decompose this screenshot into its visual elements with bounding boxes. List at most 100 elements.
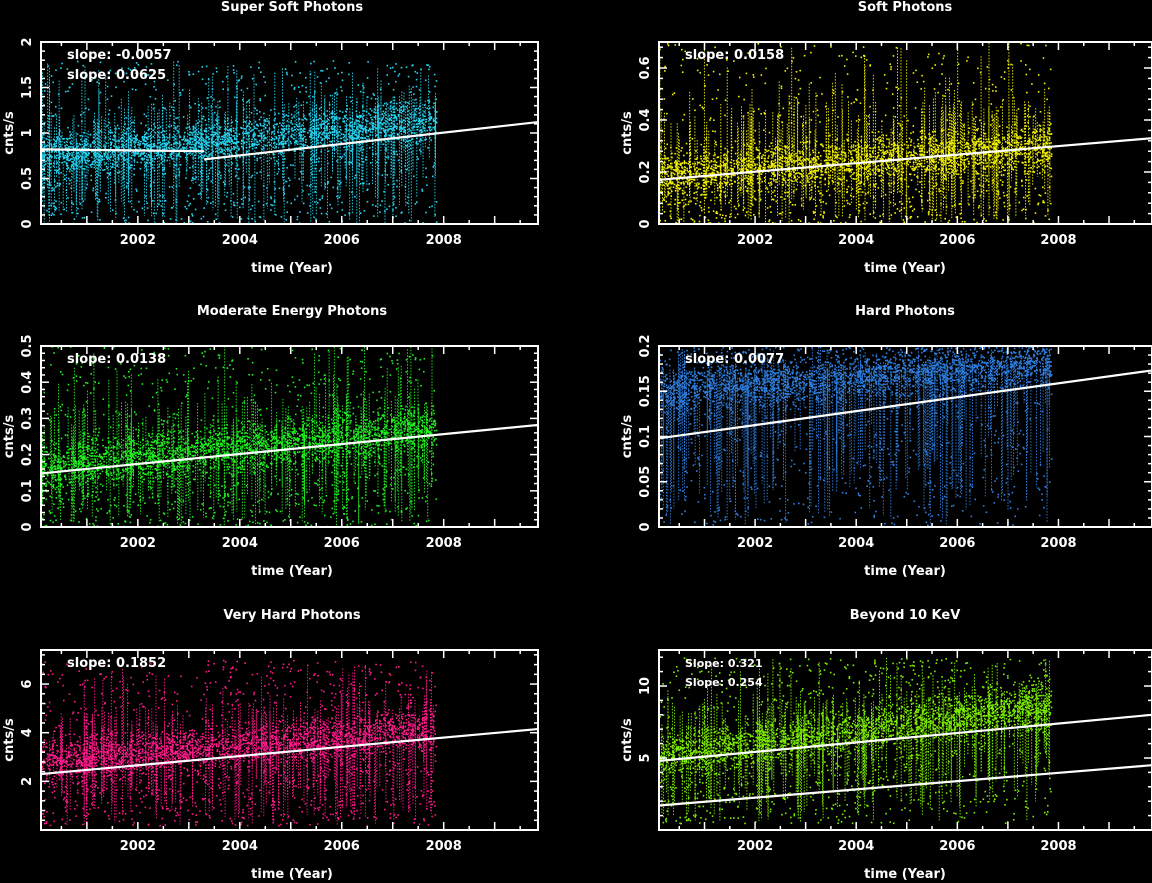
data-point [308,95,310,98]
data-point [759,178,762,180]
data-point [885,87,888,90]
data-point [859,182,861,185]
data-point [375,134,377,137]
data-point [68,86,71,89]
data-point [313,120,315,122]
data-point [710,177,713,179]
data-point [759,198,762,201]
data-point [235,157,237,159]
data-point [848,165,851,167]
data-point [129,200,132,203]
data-point [90,174,93,177]
data-point [170,156,173,158]
data-point [250,66,252,68]
data-point [965,151,967,154]
data-point [911,154,914,156]
data-point [203,207,205,209]
data-point [376,161,378,163]
data-point [393,136,395,138]
data-point [142,159,144,161]
data-point [1010,89,1013,91]
data-point [757,167,760,169]
data-point [829,174,832,177]
data-point [106,155,108,157]
data-point [343,120,345,123]
data-point [80,114,82,116]
data-point [101,156,103,159]
data-point [919,163,921,166]
data-point [385,133,387,136]
data-point [713,119,715,121]
data-point [699,214,701,217]
data-point [738,76,741,79]
data-point [320,150,322,153]
data-point [311,173,313,175]
data-point [811,175,813,178]
data-point [993,214,996,217]
data-point [824,183,826,186]
data-point [114,72,117,75]
data-point [140,122,142,125]
data-point [998,125,1001,127]
data-point [392,88,395,91]
data-point [134,148,137,150]
data-point [998,134,1000,136]
data-point [891,143,893,146]
data-point [152,199,154,202]
data-point [932,160,934,163]
data-point [77,152,80,154]
data-point [123,80,125,83]
data-point [367,61,369,63]
data-point [227,118,229,120]
data-point [240,198,243,200]
data-point [769,181,772,184]
data-point [852,173,854,176]
data-point [192,129,195,131]
data-point [669,165,672,168]
data-point [822,145,824,148]
data-point [349,96,352,99]
data-point [1034,137,1036,140]
data-point [130,144,132,146]
data-point [369,108,372,110]
data-point [130,141,132,143]
data-point [763,163,765,166]
data-point [736,213,739,216]
data-point [233,201,235,204]
data-point [1002,181,1004,183]
data-point [325,80,328,83]
data-point [202,146,204,149]
data-point [207,78,210,80]
data-point [673,92,676,94]
data-point [327,132,330,134]
data-point [323,143,325,145]
data-point [71,154,73,156]
data-point [84,175,87,177]
data-point [426,129,429,132]
data-point [220,147,222,149]
data-point [733,165,736,168]
data-point [418,112,421,114]
data-point [108,109,111,111]
data-point [729,179,732,181]
data-point [284,68,287,70]
data-point [729,183,731,186]
data-point [246,133,249,135]
data-point [763,164,766,167]
data-point [152,135,154,138]
data-point [280,134,283,136]
data-point [433,73,436,76]
data-point [42,165,45,168]
data-point [743,159,746,161]
data-point [823,211,825,213]
data-point [159,126,162,128]
data-point [879,221,881,223]
data-point [175,117,177,119]
data-point [1017,160,1020,163]
data-point [124,221,127,224]
data-point [674,198,677,201]
data-point [316,76,319,78]
data-point [283,192,286,195]
data-point [682,206,685,208]
data-point [278,135,281,137]
